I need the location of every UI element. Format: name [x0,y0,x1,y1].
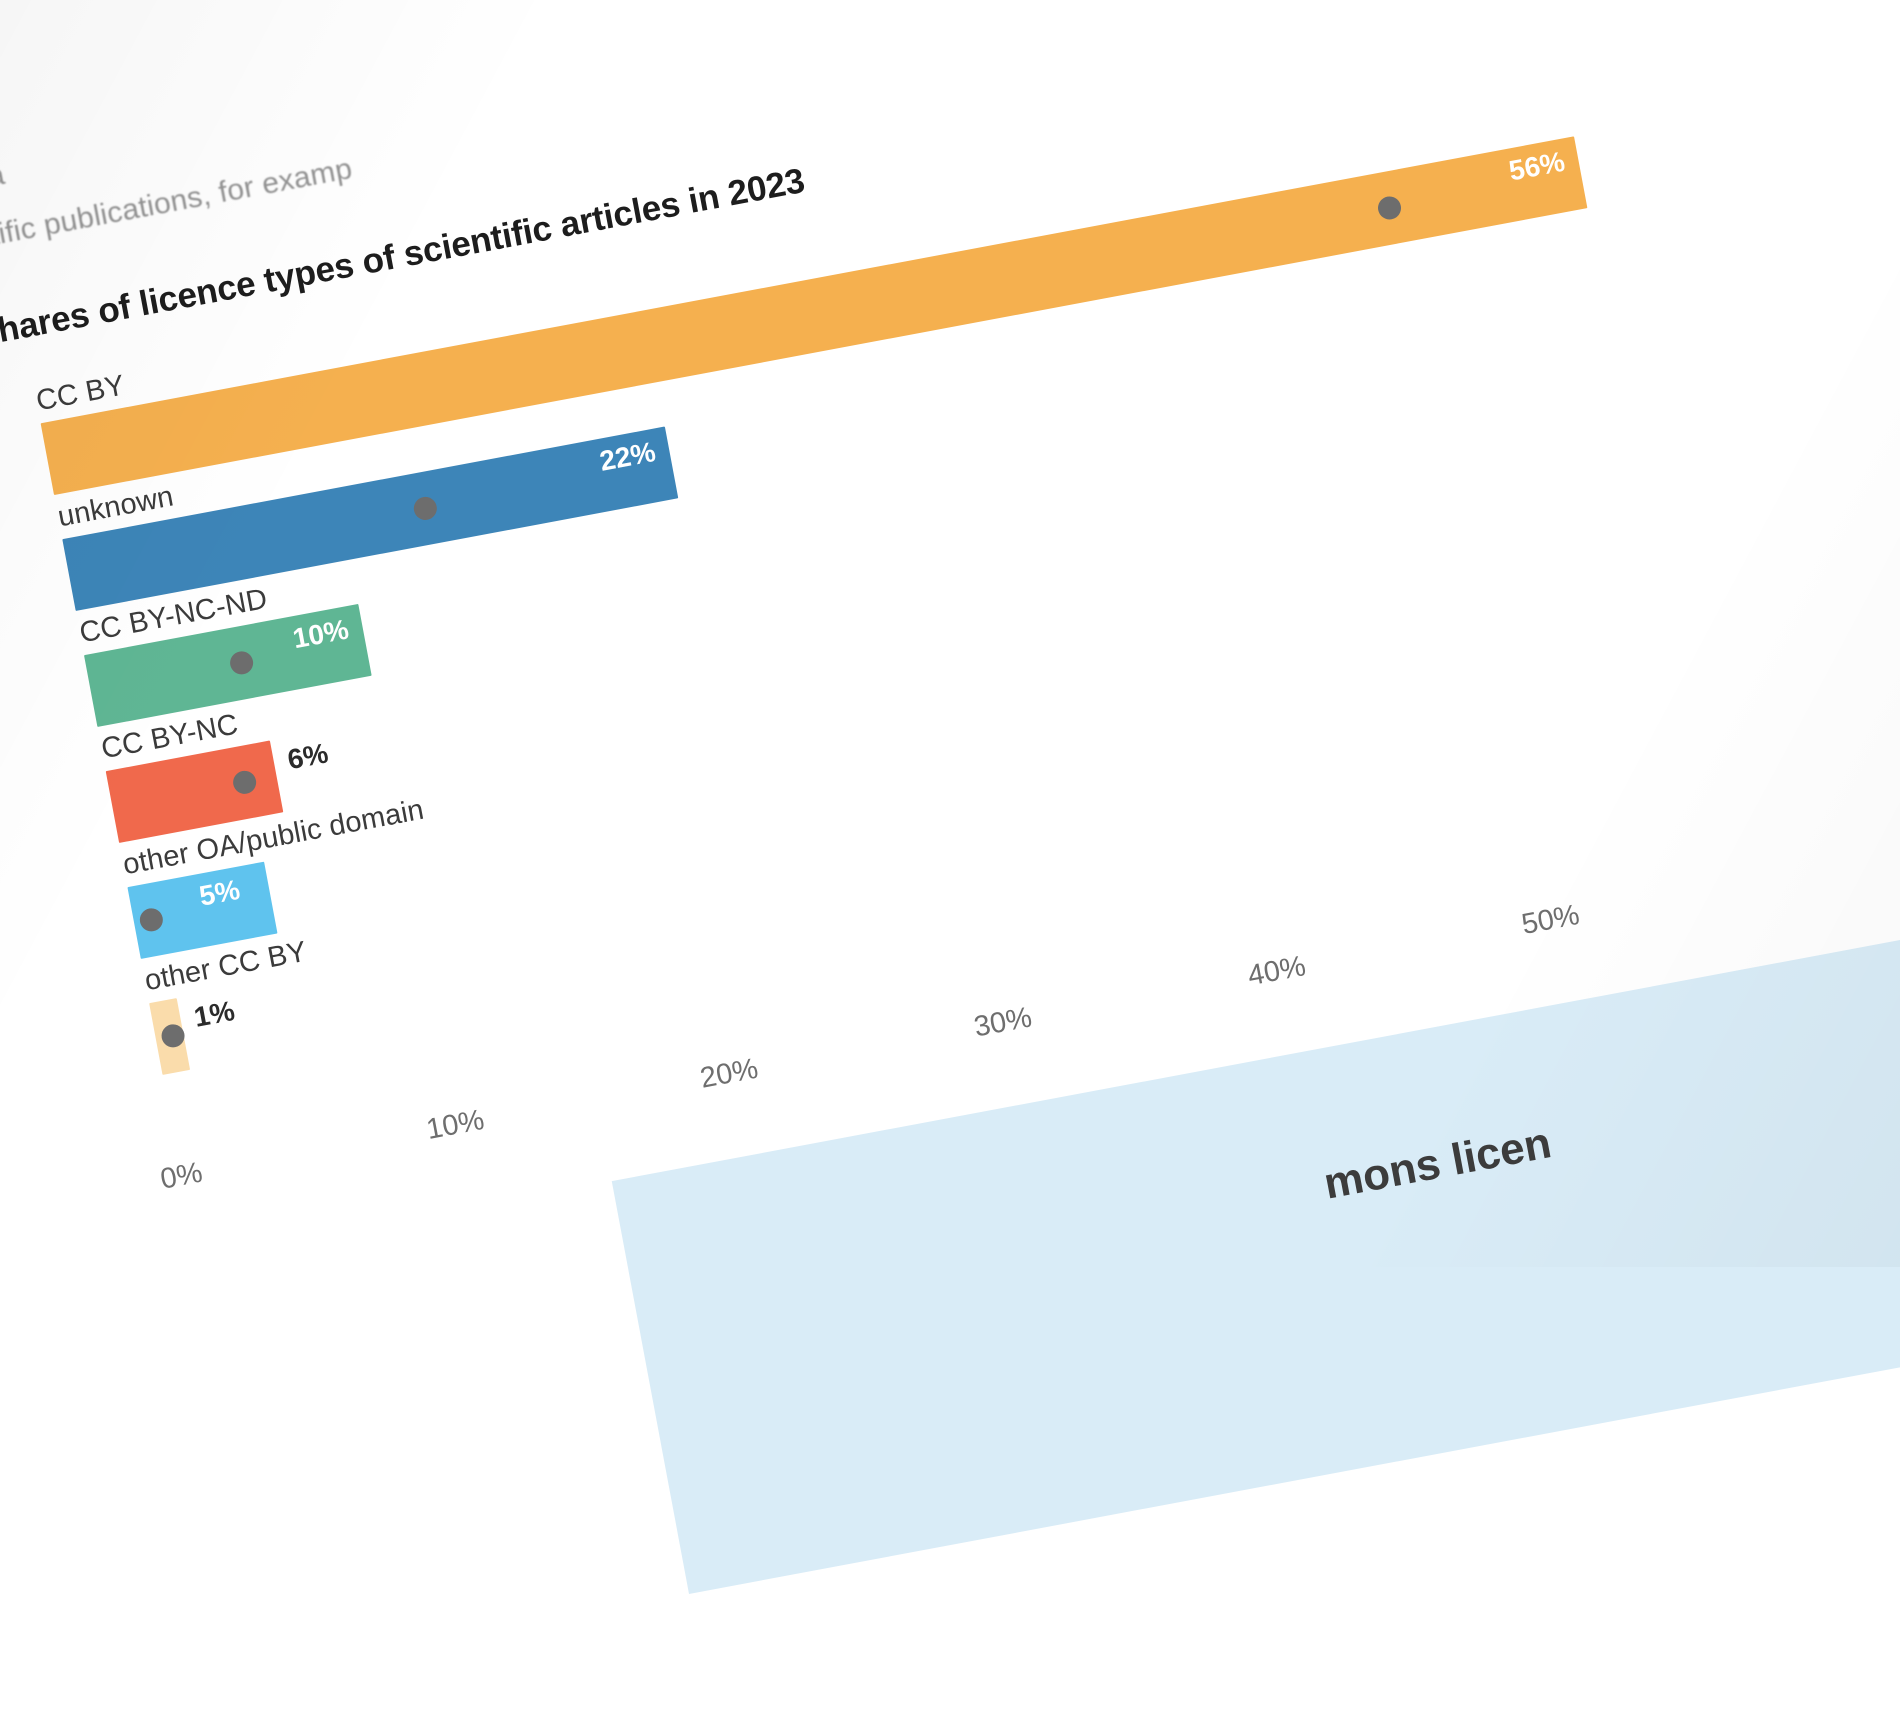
bar-value-label: 1% [191,994,238,1033]
x-axis-tick-label: 0% [157,1156,206,1196]
bar-value-label: 6% [285,737,331,776]
banner-text: mons licen [1320,1118,1555,1209]
document-page: shed under a ma dexing of scientific pub… [0,136,1900,1594]
